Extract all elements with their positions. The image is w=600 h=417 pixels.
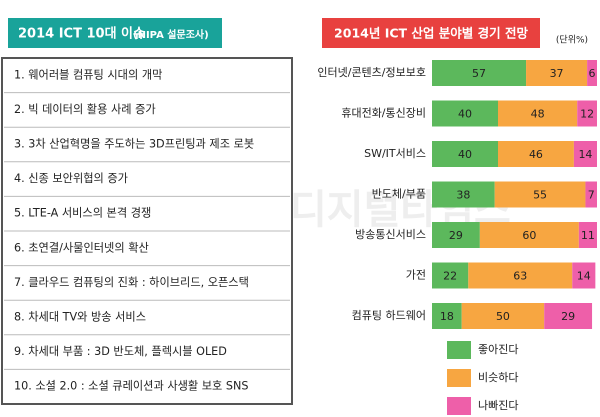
bar-segment xyxy=(432,222,480,248)
legend-swatch xyxy=(447,397,471,415)
chart-title: 2014년 ICT 산업 분야별 경기 전망 xyxy=(334,26,528,41)
category-label: SW/IT서비스 xyxy=(364,147,426,160)
bar-segment xyxy=(494,181,586,208)
value-label: 55 xyxy=(533,189,547,202)
issue-item: 4. 신종 보안위협의 증가 xyxy=(14,172,128,185)
legend-swatch xyxy=(447,369,471,387)
bar-segment xyxy=(498,100,578,127)
legend-label: 좋아진다 xyxy=(478,343,518,356)
bar-segment xyxy=(573,141,597,167)
issue-item: 8. 차세대 TV와 방송 서비스 xyxy=(14,311,146,324)
bar-segment xyxy=(544,303,593,329)
category-label: 방송통신서비스 xyxy=(355,228,426,241)
bar-segment xyxy=(479,222,579,248)
bar-segment xyxy=(526,60,588,86)
value-label: 12 xyxy=(580,108,594,121)
issue-item: 6. 초연결/사물인터넷의 확산 xyxy=(14,241,149,254)
value-label: 29 xyxy=(561,310,575,323)
bar-segment xyxy=(432,141,498,167)
value-label: 48 xyxy=(531,108,545,121)
value-label: 63 xyxy=(513,270,527,283)
legend-label: 비슷하다 xyxy=(478,370,518,384)
category-label: 컴퓨팅 하드웨어 xyxy=(352,308,426,322)
value-label: 38 xyxy=(456,189,470,202)
value-label: 29 xyxy=(449,229,463,242)
issues-subtitle: (NIPA 설문조사) xyxy=(133,28,209,41)
value-label: 37 xyxy=(550,67,564,80)
category-label: 휴대전화/통신장비 xyxy=(341,107,426,120)
issues-title: 2014 ICT 10대 이슈 xyxy=(18,26,145,42)
issue-item: 5. LTE-A 서비스의 본격 경쟁 xyxy=(14,206,151,220)
bar-segment xyxy=(432,100,498,127)
bar-segment xyxy=(577,100,597,127)
value-label: 6 xyxy=(589,67,596,80)
category-label: 가전 xyxy=(406,269,426,282)
bar-segment xyxy=(587,60,597,86)
value-label: 7 xyxy=(588,189,595,202)
bar-segment xyxy=(432,181,495,208)
issue-item: 10. 소셜 2.0 : 소셜 큐레이션과 사생활 보호 SNS xyxy=(14,379,248,393)
legend-label: 나빠진다 xyxy=(478,399,518,412)
bar-segment xyxy=(432,262,469,289)
issues-title-box xyxy=(8,18,222,48)
category-label: 반도체/부품 xyxy=(372,188,426,201)
issues-frame xyxy=(1,57,293,405)
value-label: 60 xyxy=(522,229,536,242)
bar-segment xyxy=(585,181,597,208)
value-label: 22 xyxy=(443,270,457,283)
bar-segment xyxy=(468,262,573,289)
issue-item: 3. 3차 산업혁명을 주도하는 3D프린팅과 제조 로봇 xyxy=(14,137,254,151)
issue-item: 7. 클라우드 컴퓨팅의 진화 : 하이브리드, 오픈스택 xyxy=(14,275,249,289)
value-label: 40 xyxy=(458,108,472,121)
value-label: 46 xyxy=(529,148,543,161)
value-label: 50 xyxy=(496,310,510,323)
bar-segment xyxy=(461,303,545,329)
category-label: 인터넷/콘텐츠/정보보호 xyxy=(317,66,426,79)
legend-swatch xyxy=(447,341,471,359)
bar-segment xyxy=(572,262,596,289)
bar-segment xyxy=(498,141,574,167)
issue-item: 2. 빅 데이터의 활용 사례 증가 xyxy=(14,102,156,116)
value-label: 18 xyxy=(440,310,454,323)
bar-segment xyxy=(432,303,462,329)
value-label: 11 xyxy=(581,229,595,242)
issue-item: 1. 웨어러블 컴퓨팅 시대의 개막 xyxy=(14,68,162,81)
value-label: 40 xyxy=(458,148,472,161)
chart-title-box xyxy=(322,18,540,48)
value-label: 14 xyxy=(577,270,591,283)
value-label: 57 xyxy=(472,67,486,80)
bar-segment xyxy=(578,222,597,248)
issue-item: 9. 차세대 부품 : 3D 반도체, 플렉시블 OLED xyxy=(14,345,227,358)
value-label: 14 xyxy=(578,148,592,161)
unit-label: (단위%) xyxy=(556,35,588,46)
bar-segment xyxy=(432,60,527,86)
